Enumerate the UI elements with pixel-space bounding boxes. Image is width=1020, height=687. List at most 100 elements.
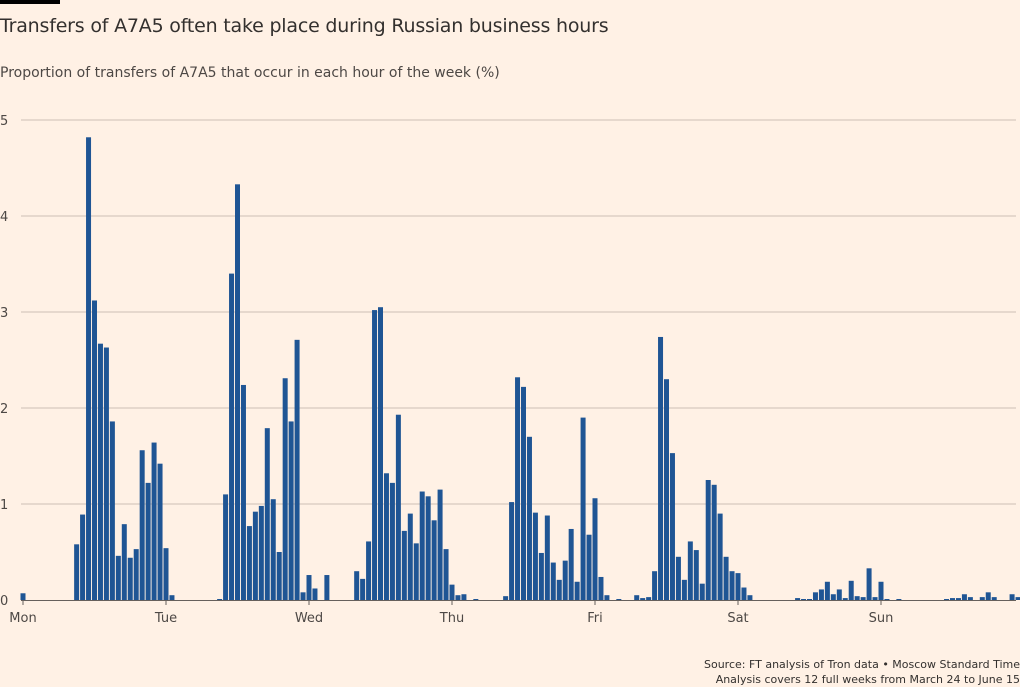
bar-mon-h18: [127, 557, 133, 600]
bar-thu-h14: [532, 512, 538, 600]
coverage-note: Analysis covers 12 full weeks from March…: [715, 673, 1020, 686]
bar-sat-h10: [795, 598, 801, 600]
bar-wed-h8: [354, 571, 360, 600]
bar-tue-h21: [288, 421, 294, 600]
bar-sun-h19: [991, 597, 997, 600]
bar-thu-h23: [586, 534, 592, 600]
bar-mon-h0: [20, 593, 26, 600]
bar-tue-h20: [282, 378, 288, 600]
bar-sun-h0: [878, 581, 884, 600]
bar-tue-h13: [240, 384, 246, 600]
y-tick-label: 5: [0, 114, 8, 129]
bar-wed-h10: [366, 541, 372, 600]
y-tick-label: 2: [0, 402, 8, 417]
bar-fri-h22: [723, 556, 729, 600]
bar-thu-h4: [473, 599, 479, 600]
bar-tue-h11: [229, 273, 235, 600]
bar-sat-h12: [807, 599, 812, 600]
bar-fri-h17: [693, 550, 699, 600]
bar-wed-h0: [306, 575, 312, 600]
bar-sun-h23: [1015, 597, 1020, 600]
bar-sat-h1: [741, 587, 747, 600]
bar-thu-h2: [461, 594, 467, 600]
bar-wed-h9: [360, 578, 366, 600]
bar-mon-h16: [115, 555, 121, 600]
bar-tue-h19: [276, 552, 282, 600]
bar-mon-h17: [121, 524, 127, 600]
x-tick-label: Sun: [869, 611, 894, 626]
bar-sun-h12: [950, 598, 955, 600]
bar-fri-h9: [646, 597, 652, 600]
bar-wed-h15: [395, 414, 401, 600]
bar-mon-h10: [80, 514, 86, 600]
bar-fri-h23: [729, 571, 735, 600]
bar-tue-h12: [235, 184, 240, 600]
bar-sun-h3: [896, 599, 902, 600]
bar-mon-h15: [109, 421, 115, 600]
bar-tue-h15: [252, 511, 258, 600]
bar-wed-h1: [312, 588, 318, 600]
bar-wed-h23: [443, 549, 449, 600]
bar-sat-h14: [818, 589, 824, 600]
bar-thu-h21: [574, 581, 580, 600]
bar-fri-h2: [604, 595, 610, 600]
bar-wed-h16: [401, 530, 407, 600]
x-axis: Mon Tue Wed Thu Fri Sat Sun: [9, 600, 1016, 626]
bar-sat-h18: [842, 598, 848, 600]
bar-wed-h13: [383, 473, 389, 600]
bar-thu-h18: [556, 579, 562, 600]
bar-wed-h21: [431, 520, 437, 600]
bar-sat-h2: [747, 595, 753, 600]
bar-sun-h15: [967, 597, 973, 600]
bar-tue-h9: [217, 599, 223, 600]
bar-sat-h17: [836, 589, 842, 600]
bar-thu-h15: [538, 552, 544, 600]
bar-thu-h22: [580, 417, 586, 600]
bar-sat-h13: [812, 592, 818, 600]
bar-thu-h20: [568, 528, 574, 600]
bar-mon-h13: [97, 343, 103, 600]
bars: [20, 137, 1020, 600]
x-tick-label: Wed: [295, 611, 323, 626]
bar-tue-h17: [264, 428, 270, 600]
bar-mon-h9: [74, 544, 80, 600]
bar-tue-h14: [246, 526, 252, 600]
bar-sat-h15: [824, 581, 830, 600]
bar-sat-h20: [854, 596, 860, 600]
bar-sun-h11: [944, 599, 950, 600]
bar-sat-h0: [735, 573, 741, 600]
bar-wed-h18: [413, 543, 419, 600]
bar-sat-h23: [872, 597, 878, 600]
bar-wed-h3: [324, 575, 330, 600]
bar-fri-h0: [592, 498, 598, 600]
bar-fri-h13: [669, 453, 675, 600]
source-note: Source: FT analysis of Tron data • Mosco…: [704, 658, 1020, 671]
bar-wed-h12: [378, 307, 383, 600]
bar-thu-h13: [526, 436, 532, 600]
bar-tue-h23: [300, 592, 306, 600]
bar-sun-h17: [979, 597, 985, 600]
bar-wed-h14: [389, 482, 395, 600]
x-tick-label: Sat: [727, 611, 748, 626]
bar-tue-h16: [258, 505, 264, 600]
bar-fri-h11: [658, 336, 664, 600]
bar-sat-h16: [830, 594, 836, 600]
bar-fri-h19: [705, 480, 711, 600]
bar-mon-h22: [151, 442, 157, 600]
bar-sun-h1: [884, 599, 890, 600]
y-tick-label: 1: [0, 498, 8, 513]
bar-sun-h22: [1009, 594, 1015, 600]
bar-mon-h19: [133, 549, 139, 600]
bar-wed-h20: [425, 496, 431, 600]
bar-sat-h21: [860, 597, 866, 600]
bar-mon-h23: [157, 463, 163, 600]
bar-thu-h10: [509, 502, 515, 600]
chart-subtitle: Proportion of transfers of A7A5 that occ…: [0, 65, 500, 81]
bar-tue-h1: [169, 595, 175, 600]
bar-wed-h19: [419, 491, 425, 600]
x-tick-label: Thu: [439, 611, 464, 626]
bar-tue-h10: [223, 494, 229, 600]
bar-wed-h22: [437, 489, 443, 600]
y-axis-ticks: 0 1 2 3 4 5: [0, 114, 8, 609]
ft-brand-bar: [0, 0, 60, 4]
